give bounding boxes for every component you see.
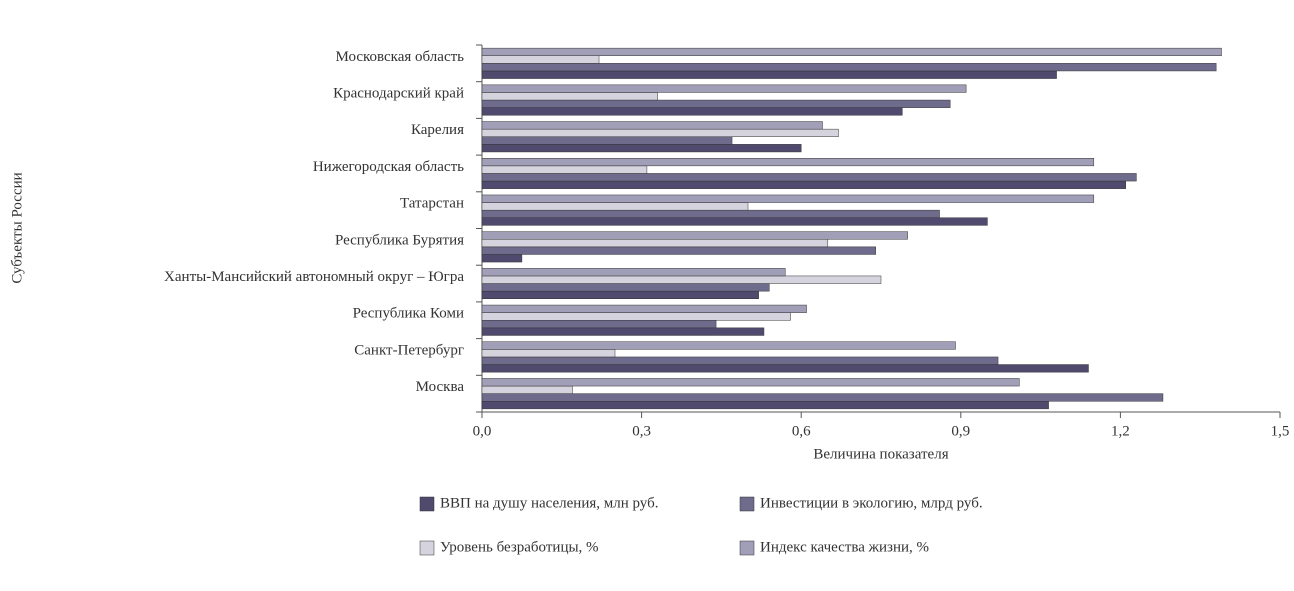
- bar: [481, 121, 823, 130]
- y-tick-label: Республика Бурятия: [335, 232, 464, 248]
- bar: [481, 84, 967, 93]
- bar: [481, 209, 940, 218]
- bar: [481, 385, 573, 394]
- bar: [481, 393, 1164, 402]
- bar: [481, 136, 733, 145]
- legend-swatch: [739, 540, 755, 556]
- bar: [481, 55, 600, 64]
- bar: [481, 180, 1126, 189]
- bar: [481, 349, 616, 358]
- bar: [481, 290, 759, 299]
- bar: [481, 356, 999, 365]
- bar: [481, 312, 791, 321]
- y-tick-label: Краснодарский край: [333, 85, 464, 101]
- bar: [481, 401, 1049, 410]
- x-axis-title: Величина показателя: [813, 446, 948, 462]
- bar: [481, 327, 765, 336]
- bar: [481, 320, 717, 329]
- y-tick-label: Карелия: [411, 122, 464, 138]
- x-tick-label: 0,6: [792, 423, 811, 439]
- bar: [481, 268, 786, 277]
- bar: [481, 364, 1089, 373]
- bar: [481, 99, 951, 108]
- y-tick-label: Санкт-Петербург: [354, 342, 464, 358]
- bar: [481, 158, 1095, 167]
- bar: [481, 202, 749, 211]
- bar: [481, 275, 882, 284]
- bar: [481, 283, 770, 292]
- bar: [481, 378, 1020, 387]
- y-tick-label: Московская область: [336, 49, 465, 65]
- x-tick-label: 0,3: [632, 423, 651, 439]
- x-tick-label: 0,9: [951, 423, 970, 439]
- bar: [481, 70, 1057, 79]
- legend-label: ВВП на душу населения, млн руб.: [440, 495, 658, 511]
- bar: [481, 341, 956, 350]
- bar: [481, 304, 807, 313]
- bar: [481, 165, 648, 174]
- y-tick-label: Татарстан: [400, 196, 464, 212]
- bar: [481, 217, 988, 226]
- legend-swatch: [419, 496, 435, 512]
- bar: [481, 92, 658, 101]
- y-axis-title: Субъекты России: [9, 172, 25, 283]
- bar: [481, 254, 523, 263]
- x-tick-label: 1,5: [1271, 423, 1290, 439]
- y-tick-label: Республика Коми: [353, 306, 464, 322]
- bar: [481, 47, 1222, 57]
- legend-label: Инвестиции в экологию, млрд руб.: [760, 495, 983, 511]
- bar: [481, 173, 1137, 182]
- y-tick-label: Нижегородская область: [313, 159, 464, 175]
- x-tick-label: 1,2: [1111, 423, 1130, 439]
- bar: [481, 63, 1217, 72]
- legend-swatch: [419, 540, 435, 556]
- bar: [481, 246, 876, 255]
- bar: [481, 231, 908, 240]
- bar: [481, 239, 829, 248]
- y-tick-label: Ханты-Мансийский автономный округ – Югра: [164, 269, 464, 285]
- legend-label: Уровень безработицы, %: [440, 539, 599, 555]
- y-tick-label: Москва: [416, 379, 465, 395]
- bar: [481, 144, 802, 153]
- x-tick-label: 0,0: [473, 423, 492, 439]
- bar: [481, 194, 1095, 203]
- bar: [481, 107, 903, 116]
- legend-label: Индекс качества жизни, %: [760, 539, 929, 555]
- bar: [481, 128, 839, 137]
- legend-swatch: [739, 496, 755, 512]
